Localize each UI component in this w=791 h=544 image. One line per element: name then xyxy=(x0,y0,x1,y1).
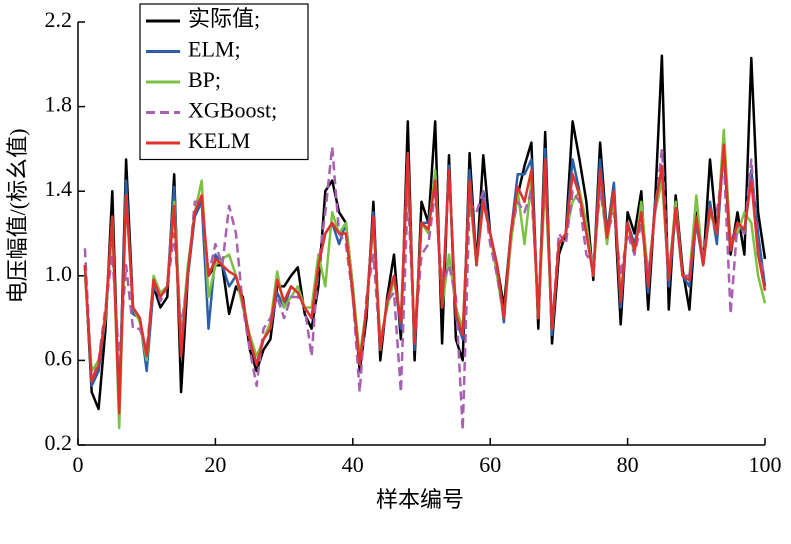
x-tick-label: 40 xyxy=(342,452,364,477)
legend-label: KELM xyxy=(188,128,250,153)
y-tick-label: 2.2 xyxy=(45,7,73,32)
y-tick-label: 0.2 xyxy=(45,430,73,455)
x-tick-label: 60 xyxy=(479,452,501,477)
x-tick-label: 0 xyxy=(73,452,84,477)
x-tick-label: 20 xyxy=(204,452,226,477)
y-tick-label: 1.4 xyxy=(45,176,73,201)
y-axis-label: 电压幅值/(标幺值) xyxy=(5,129,30,304)
series-line xyxy=(83,143,767,415)
y-tick-label: 1.8 xyxy=(45,92,73,117)
y-tick-label: 0.6 xyxy=(45,345,73,370)
x-tick-label: 100 xyxy=(749,452,782,477)
legend-label: 实际值; xyxy=(188,6,260,31)
x-tick-label: 80 xyxy=(617,452,639,477)
y-tick-label: 1.0 xyxy=(45,261,73,286)
legend-label: XGBoost; xyxy=(188,98,277,123)
legend-label: BP; xyxy=(188,67,221,92)
legend-label: ELM; xyxy=(188,37,241,62)
x-axis-label: 样本编号 xyxy=(376,487,464,512)
